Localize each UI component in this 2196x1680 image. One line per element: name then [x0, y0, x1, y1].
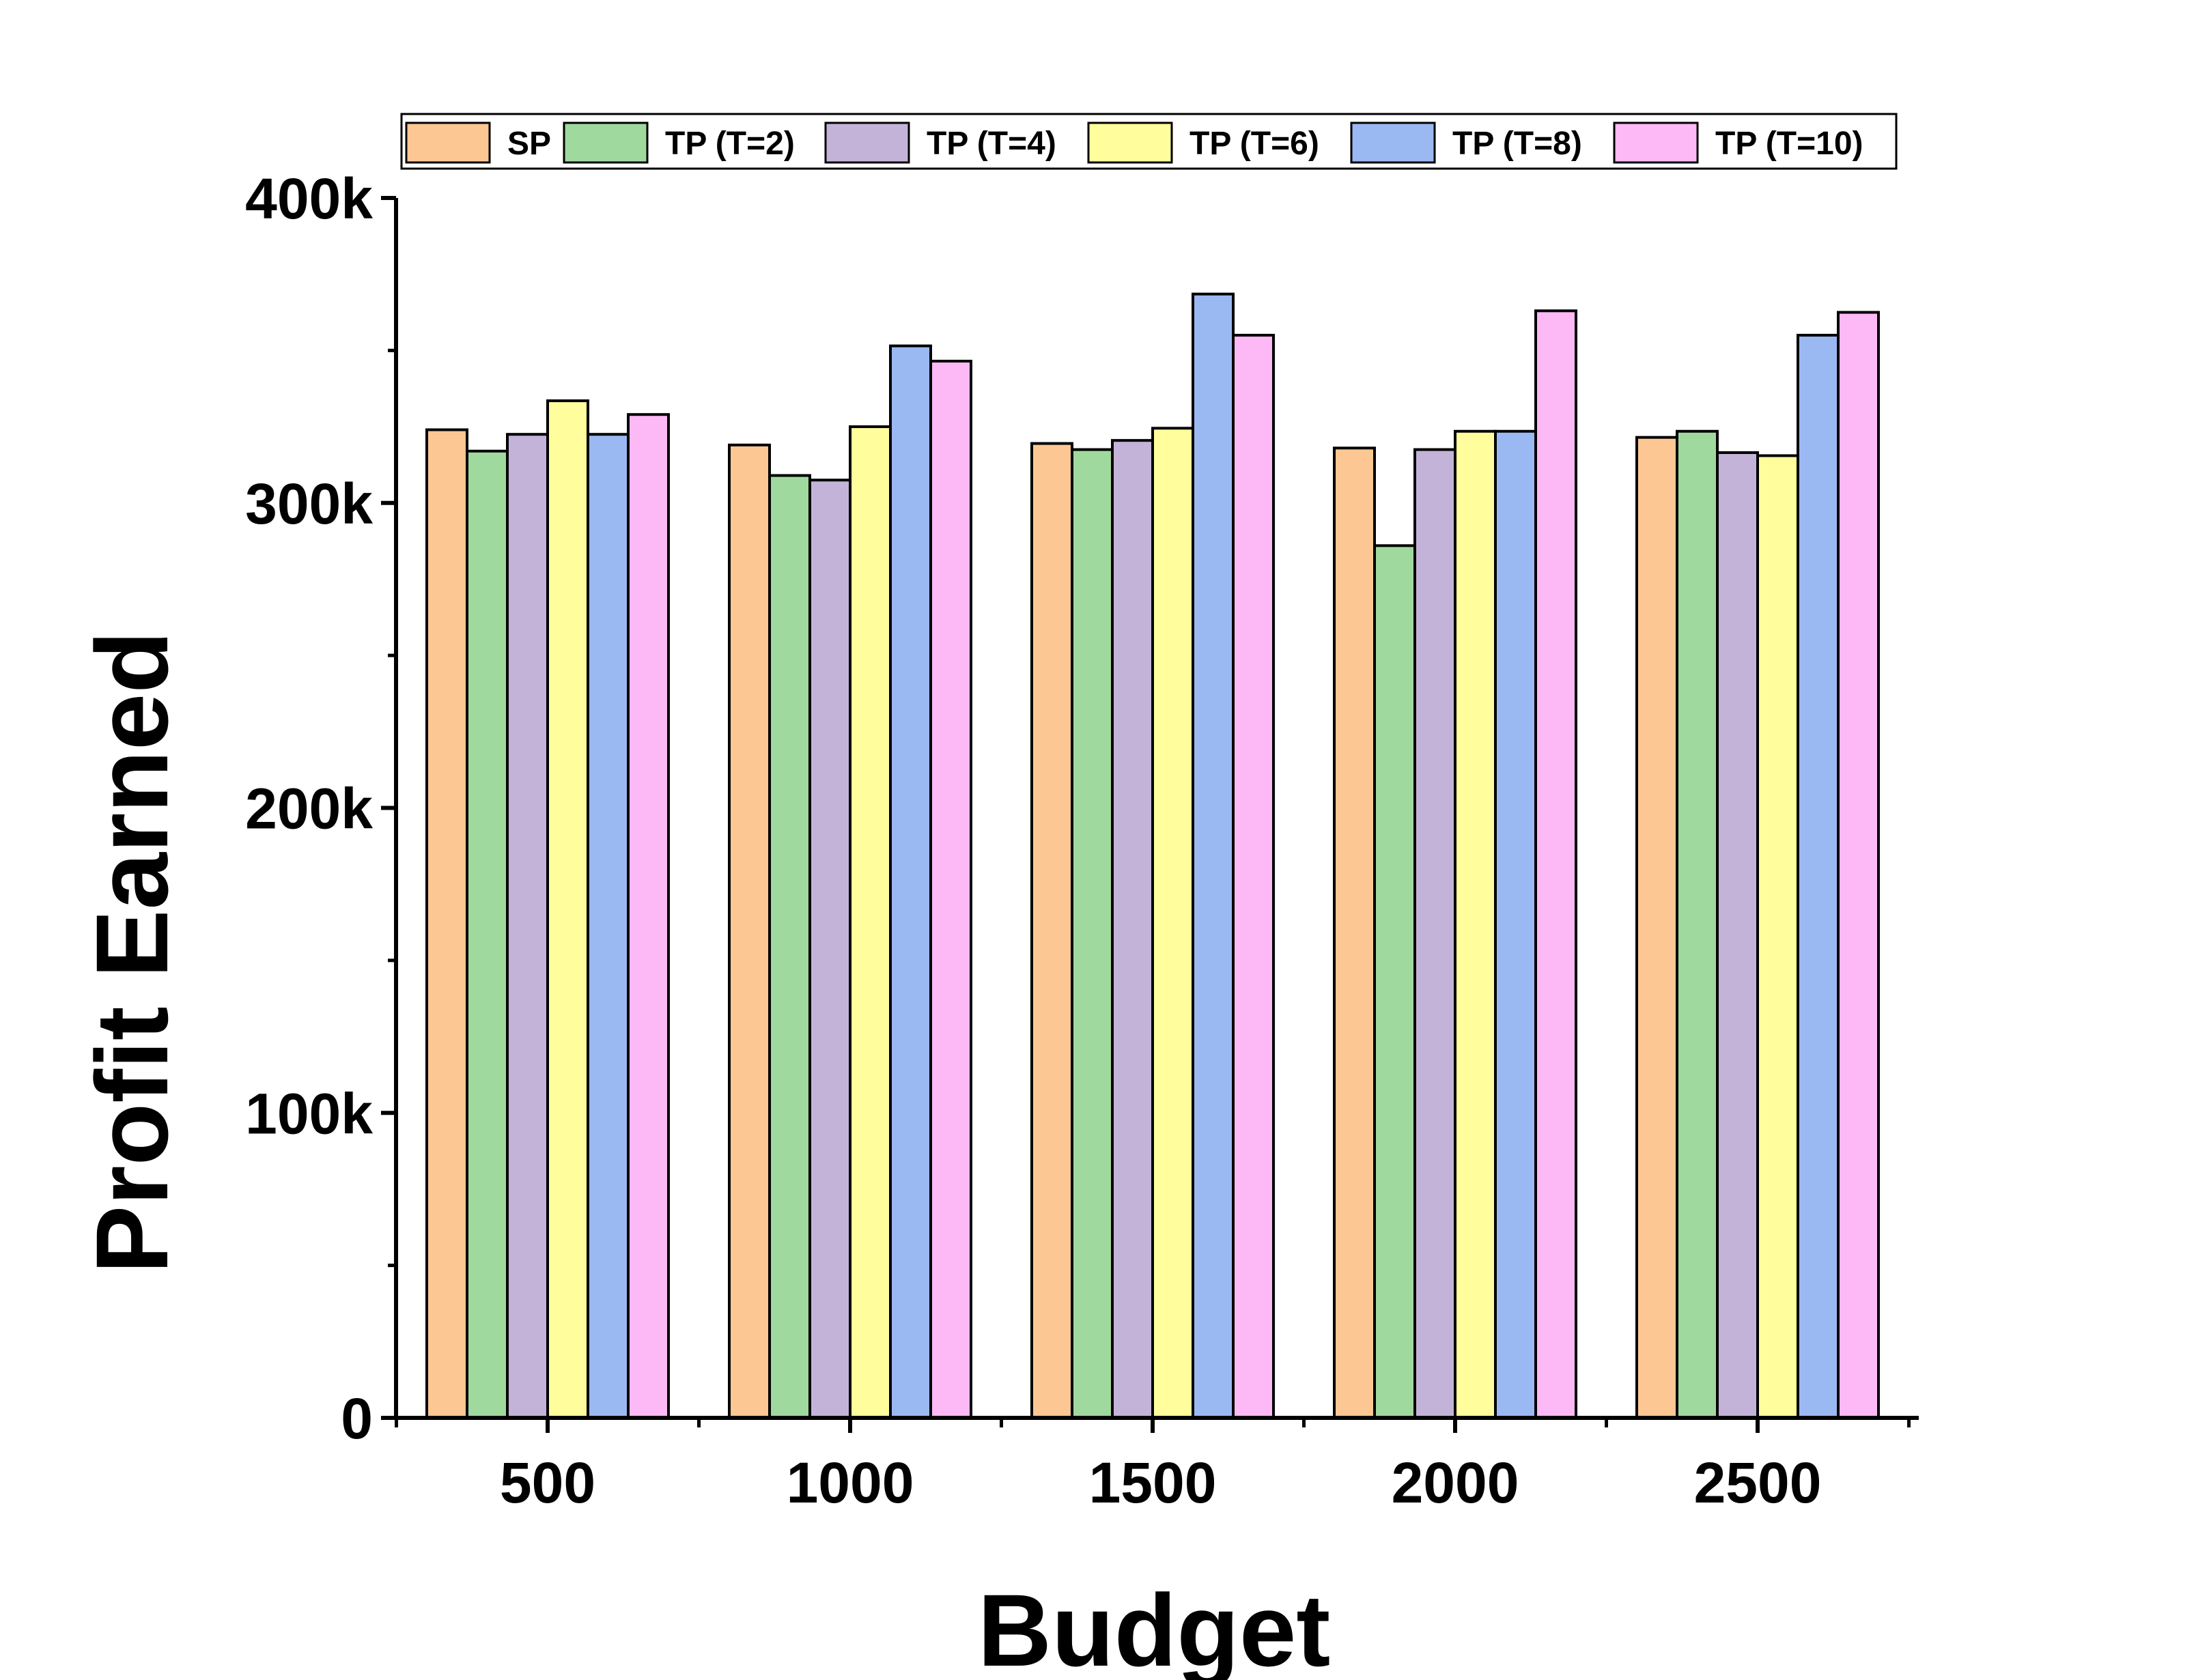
bar-2500-tp-t-10 — [1837, 311, 1880, 1419]
axes: 0 100k 200k 300k 400k 500 1000 1500 2000 2500 — [245, 167, 1919, 1515]
x-tick-label: 1000 — [787, 1451, 914, 1515]
bar-1000-tp-t-8 — [889, 344, 932, 1420]
bar-500-sp — [425, 428, 468, 1419]
bar-1000-sp — [728, 443, 771, 1419]
y-tick-label: 300k — [245, 472, 373, 536]
legend-label: TP (T=2) — [665, 126, 795, 162]
x-axis-title: Budget — [978, 1573, 1331, 1680]
bar-500-tp-t-4 — [506, 433, 549, 1420]
bar-2500-tp-t-2 — [1676, 429, 1719, 1419]
bar-1500-tp-t-8 — [1192, 292, 1235, 1420]
bar-1000-tp-t-2 — [768, 474, 811, 1419]
legend-swatch — [1087, 122, 1173, 164]
legend-swatch — [1613, 122, 1699, 164]
bar-2500-tp-t-4 — [1716, 451, 1759, 1419]
x-tick-label: 1500 — [1089, 1451, 1217, 1515]
bar-500-tp-t-8 — [587, 433, 630, 1420]
bar-500-tp-t-6 — [546, 399, 589, 1419]
legend-item: SP — [405, 122, 551, 164]
legend-swatch — [824, 122, 910, 164]
bar-1500-tp-t-2 — [1071, 448, 1114, 1419]
bar-500-tp-t-2 — [466, 449, 509, 1419]
y-axis-title: Profit Earned — [74, 631, 189, 1274]
legend-swatch — [563, 122, 649, 164]
bar-2000-tp-t-10 — [1534, 309, 1577, 1419]
y-tick-label: 0 — [341, 1386, 373, 1451]
legend-item: TP (T=6) — [1087, 122, 1319, 164]
legend-label: TP (T=10) — [1715, 126, 1863, 162]
bar-1500-sp — [1030, 442, 1073, 1419]
x-tick-label: 500 — [500, 1451, 595, 1515]
legend-item: TP (T=2) — [563, 122, 795, 164]
bar-2000-sp — [1333, 446, 1376, 1420]
x-tick-label: 2000 — [1392, 1451, 1519, 1515]
bar-1500-tp-t-4 — [1111, 439, 1154, 1419]
legend-label: TP (T=4) — [927, 126, 1056, 162]
legend-item: TP (T=4) — [824, 122, 1056, 164]
legend-item: TP (T=10) — [1613, 122, 1863, 164]
bars — [425, 292, 1880, 1420]
bar-2500-sp — [1635, 436, 1678, 1419]
bar-2000-tp-t-4 — [1413, 448, 1456, 1419]
legend: SP TP (T=2) TP (T=4) TP (T=6) TP (T=8) TP (T=… — [400, 113, 1898, 170]
bar-2500-tp-t-6 — [1756, 454, 1799, 1419]
bar-1500-tp-t-6 — [1151, 427, 1194, 1419]
legend-label: TP (T=6) — [1190, 126, 1319, 162]
y-tick-label: 200k — [245, 777, 373, 841]
legend-item: TP (T=8) — [1350, 122, 1582, 164]
bar-1000-tp-t-4 — [808, 479, 851, 1419]
bar-2000-tp-t-2 — [1373, 544, 1416, 1419]
bar-2000-tp-t-8 — [1494, 429, 1537, 1419]
x-tick-label: 2500 — [1694, 1451, 1822, 1515]
bar-1000-tp-t-10 — [929, 360, 972, 1419]
bar-2000-tp-t-6 — [1454, 429, 1497, 1419]
legend-swatch — [1350, 122, 1436, 164]
bar-1500-tp-t-10 — [1232, 334, 1275, 1420]
legend-label: SP — [507, 126, 551, 162]
y-tick-label: 400k — [245, 167, 373, 231]
bar-1000-tp-t-6 — [849, 425, 892, 1419]
legend-label: TP (T=8) — [1452, 126, 1582, 162]
bar-2500-tp-t-8 — [1797, 334, 1840, 1420]
y-tick-label: 100k — [245, 1081, 373, 1145]
legend-swatch — [405, 122, 491, 164]
bar-500-tp-t-10 — [627, 413, 670, 1419]
